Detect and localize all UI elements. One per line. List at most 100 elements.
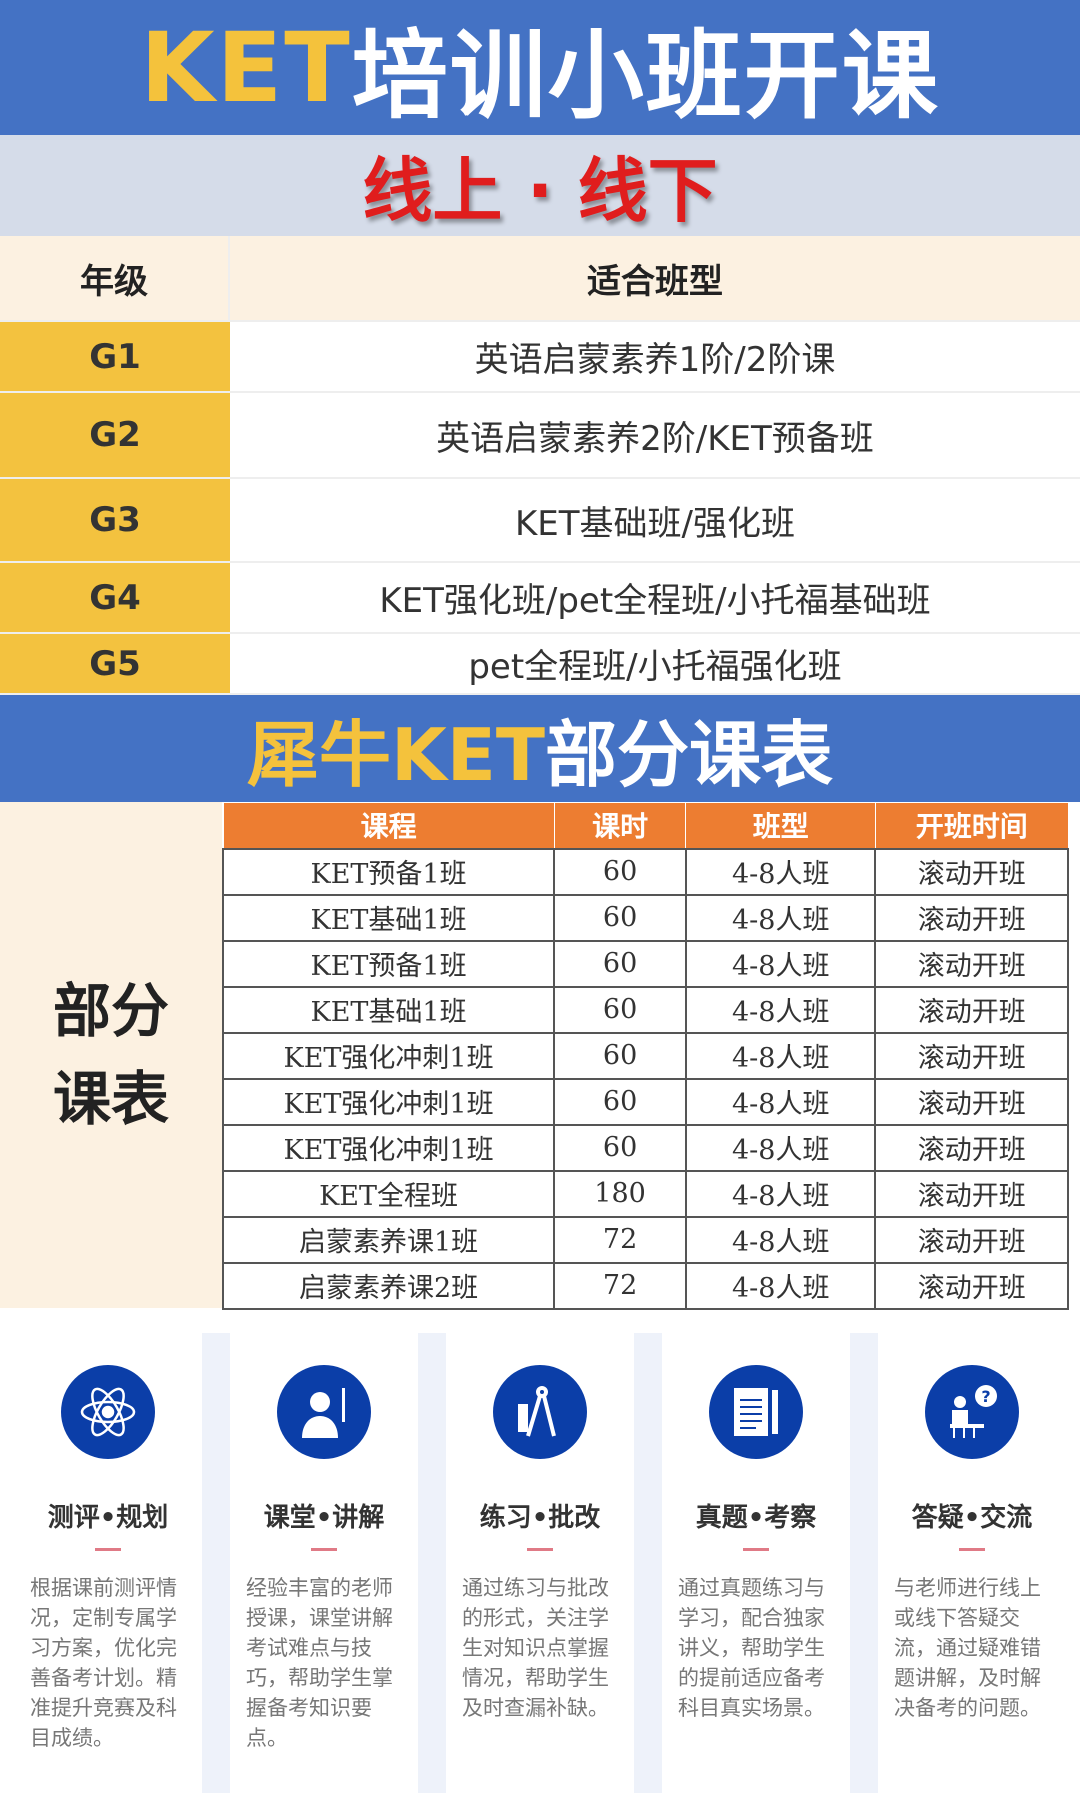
table-cell: KET强化冲刺1班 (221, 1031, 556, 1080)
table-cell: 滚动开班 (874, 1261, 1069, 1310)
side-label-line: 部分 (52, 977, 169, 1045)
suitable-classes: KET基础班/强化班 (514, 503, 795, 544)
grade: G1 (0, 322, 230, 391)
feature-title: 练习•批改 (479, 1503, 601, 1533)
col-start-time: 开班时间 (874, 802, 1069, 849)
table-cell: 4-8人班 (684, 985, 877, 1034)
col-course: 课程 (222, 802, 555, 849)
table-cell: 4-8人班 (684, 1031, 877, 1080)
table-cell: 60 (553, 1123, 687, 1172)
table-cell: 启蒙素养课1班 (221, 1215, 556, 1264)
schedule-table: 课程 课时 班型 开班时间 KET预备1班 60 4-8人班 滚动开班 KET基础1班 6… (221, 802, 1069, 1310)
table-cell: 4-8人班 (684, 1077, 877, 1126)
feature-title: 测评•规划 (47, 1503, 169, 1533)
grade-row: G4 KET强化班/pet全程班/小托福基础班 (0, 563, 1080, 634)
schedule-header-row: 课程 课时 班型 开班时间 (222, 802, 1069, 849)
table-cell: KET预备1班 (221, 939, 556, 988)
table-cell: 4-8人班 (684, 1123, 877, 1172)
feature-card: 测评•规划根据课前测评情况，定制专属学习方案，优化完善备考计划。精准提升竞赛及科… (0, 1333, 230, 1793)
table-cell: 4-8人班 (684, 939, 877, 988)
subtitle: 线上 · 线下 (0, 135, 1080, 236)
table-cell: KET基础1班 (221, 893, 556, 942)
atom-icon (61, 1365, 155, 1459)
table-cell: 60 (553, 939, 687, 988)
suitable-classes: 英语启蒙素养1阶/2阶课 (474, 340, 836, 380)
table-cell: 60 (553, 847, 687, 896)
table-cell: 滚动开班 (874, 1031, 1069, 1080)
grade-table: 年级 适合班型 G1 英语启蒙素养1阶/2阶课 G2 英语启蒙素养2阶/KET预备班 G… (0, 236, 1080, 695)
divider (634, 1333, 662, 1793)
grade: G4 (0, 563, 230, 632)
table-cell: KET强化冲刺1班 (221, 1123, 556, 1172)
table-row: KET强化冲刺1班 60 4-8人班 滚动开班 (221, 1077, 1069, 1126)
divider (959, 1548, 985, 1551)
feature-title: 课堂•讲解 (263, 1503, 385, 1533)
feature-description: 与老师进行线上或线下答疑交流，通过疑难错题讲解，及时解决备考的问题。 (894, 1576, 1041, 1720)
feature-title: 答疑•交流 (911, 1503, 1033, 1533)
compass-icon (493, 1365, 587, 1459)
table-row: 启蒙素养课2班 72 4-8人班 滚动开班 (221, 1261, 1069, 1310)
feature-card: 真题•考察通过真题练习与学习，配合独家讲义，帮助学生的提前适应备考科目真实场景。 (648, 1333, 878, 1793)
grade-row: G2 英语启蒙素养2阶/KET预备班 (0, 393, 1080, 479)
teacher-icon (277, 1365, 371, 1459)
table-row: KET预备1班 60 4-8人班 滚动开班 (221, 847, 1069, 896)
table-cell: 180 (553, 1169, 687, 1218)
table-cell: 滚动开班 (874, 939, 1069, 988)
col-hours: 课时 (553, 802, 687, 849)
suitable-classes: 英语启蒙素养2阶/KET预备班 (436, 418, 874, 459)
table-cell: 72 (553, 1261, 687, 1310)
table-cell: 滚动开班 (874, 1169, 1069, 1218)
table-cell: KET强化冲刺1班 (221, 1077, 556, 1126)
grade-row: G5 pet全程班/小托福强化班 (0, 634, 1080, 695)
table-cell: 60 (553, 1031, 687, 1080)
grade: G3 (0, 479, 230, 561)
schedule-title-accent: 犀牛KET (246, 713, 546, 797)
feature-title: 真题•考察 (695, 1503, 817, 1533)
table-cell: 4-8人班 (684, 893, 877, 942)
table-row: KET强化冲刺1班 60 4-8人班 滚动开班 (221, 1123, 1069, 1172)
table-cell: 72 (553, 1215, 687, 1264)
table-cell: 滚动开班 (874, 847, 1069, 896)
header-classes: 适合班型 (230, 236, 1080, 320)
divider (850, 1333, 878, 1793)
table-cell: 60 (553, 893, 687, 942)
divider (743, 1548, 769, 1551)
feature-description: 通过练习与批改的形式，关注学生对知识点掌握情况，帮助学生及时查漏补缺。 (462, 1576, 609, 1720)
table-row: KET全程班 180 4-8人班 滚动开班 (221, 1169, 1069, 1218)
divider (95, 1548, 121, 1551)
table-cell: 滚动开班 (874, 1077, 1069, 1126)
features: 测评•规划根据课前测评情况，定制专属学习方案，优化完善备考计划。精准提升竞赛及科… (0, 1333, 1080, 1793)
table-row: KET基础1班 60 4-8人班 滚动开班 (221, 893, 1069, 942)
table-cell: 滚动开班 (874, 1215, 1069, 1264)
table-row: 启蒙素养课1班 72 4-8人班 滚动开班 (221, 1215, 1069, 1264)
table-cell: 4-8人班 (684, 1169, 877, 1218)
table-cell: 滚动开班 (874, 985, 1069, 1034)
document-icon (709, 1365, 803, 1459)
table-cell: 4-8人班 (684, 1215, 877, 1264)
table-row: KET基础1班 60 4-8人班 滚动开班 (221, 985, 1069, 1034)
feature-description: 通过真题练习与学习，配合独家讲义，帮助学生的提前适应备考科目真实场景。 (678, 1576, 825, 1720)
svg-text:?: ? (981, 1387, 990, 1406)
question-icon: ? (925, 1365, 1019, 1459)
divider (311, 1548, 337, 1551)
title-banner: KET 培训小班开课 (0, 0, 1080, 135)
grade: G5 (0, 634, 230, 693)
table-cell: 4-8人班 (684, 847, 877, 896)
schedule-side-label: 部分 课表 (0, 802, 222, 1308)
grade-row: G3 KET基础班/强化班 (0, 479, 1080, 563)
table-cell: KET全程班 (221, 1169, 556, 1218)
grade: G2 (0, 393, 230, 477)
schedule-banner: 犀牛KET 部分课表 (0, 695, 1080, 802)
schedule-title: 部分课表 (545, 713, 834, 797)
table-cell: 60 (553, 1077, 687, 1126)
table-cell: 滚动开班 (874, 1123, 1069, 1172)
grade-row: G1 英语启蒙素养1阶/2阶课 (0, 322, 1080, 393)
table-cell: 60 (553, 985, 687, 1034)
table-cell: 启蒙素养课2班 (221, 1261, 556, 1310)
feature-card: 练习•批改通过练习与批改的形式，关注学生对知识点掌握情况，帮助学生及时查漏补缺。 (432, 1333, 662, 1793)
suitable-classes: KET强化班/pet全程班/小托福基础班 (379, 581, 931, 621)
divider (418, 1333, 446, 1793)
feature-description: 根据课前测评情况，定制专属学习方案，优化完善备考计划。精准提升竞赛及科目成绩。 (30, 1576, 177, 1750)
feature-card: ? 答疑•交流与老师进行线上或线下答疑交流，通过疑难错题讲解，及时解决备考的问题。 (864, 1333, 1080, 1793)
header-grade: 年级 (0, 236, 230, 320)
